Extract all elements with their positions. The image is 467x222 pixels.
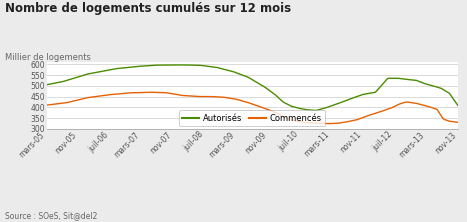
Legend: Autorisés, Commencés: Autorisés, Commencés bbox=[179, 110, 325, 126]
Text: Source : SOeS, Sit@del2: Source : SOeS, Sit@del2 bbox=[5, 211, 97, 220]
Text: Nombre de logements cumulés sur 12 mois: Nombre de logements cumulés sur 12 mois bbox=[5, 2, 291, 15]
Text: Millier de logements: Millier de logements bbox=[5, 53, 91, 62]
